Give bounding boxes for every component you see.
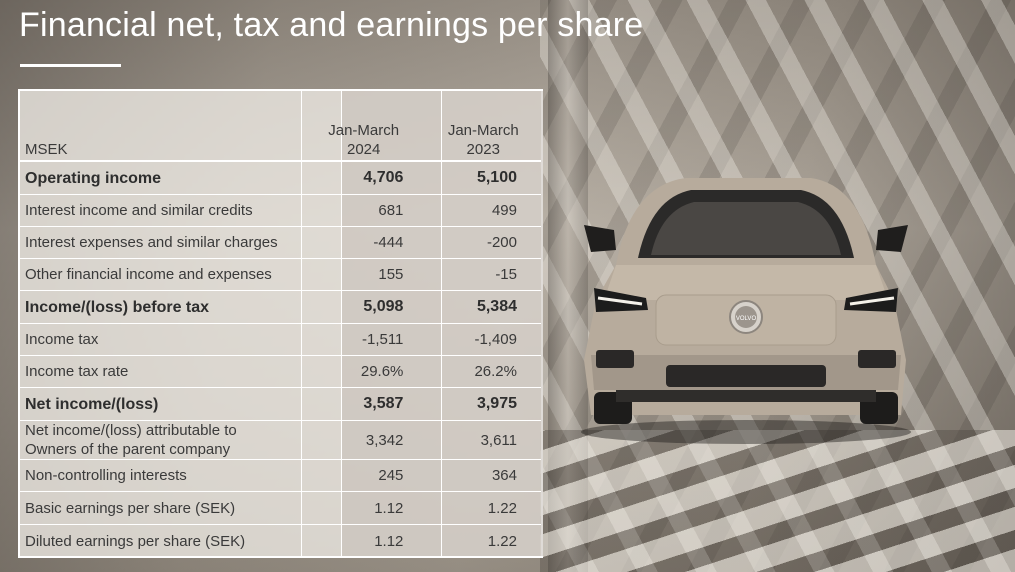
table-row-operating-income: Operating income 4,706 5,100 bbox=[20, 162, 541, 195]
car-badge-text: VOLVO bbox=[736, 316, 757, 322]
value-2023: -15 bbox=[495, 266, 517, 283]
value-2023: -1,409 bbox=[474, 331, 517, 348]
table-row-net-income: Net income/(loss) 3,587 3,975 bbox=[20, 388, 541, 421]
row-label: Operating income bbox=[25, 169, 162, 187]
row-label-line-1: Net income/(loss) attributable to bbox=[25, 422, 237, 439]
table-row: Net income/(loss) attributable to Owners… bbox=[20, 421, 541, 460]
financial-table: MSEK Jan-March 2024 Jan-March 2023 Opera… bbox=[18, 89, 543, 558]
row-label: Income tax rate bbox=[25, 363, 129, 380]
table-row: Basic earnings per share (SEK) 1.12 1.22 bbox=[20, 492, 541, 525]
row-label: Interest expenses and similar charges bbox=[25, 234, 278, 251]
value-2024: 3,342 bbox=[365, 431, 404, 449]
table-row: Non-controlling interests 245 364 bbox=[20, 460, 541, 492]
column-header-2024: Jan-March 2024 bbox=[300, 121, 420, 159]
table-row: Diluted earnings per share (SEK) 1.12 1.… bbox=[20, 525, 541, 558]
table-row: Income tax -1,511 -1,409 bbox=[20, 324, 541, 356]
row-label: Income/(loss) before tax bbox=[25, 298, 210, 316]
value-2023: 26.2% bbox=[474, 363, 517, 380]
value-2024: 155 bbox=[378, 266, 404, 283]
unit-label: MSEK bbox=[25, 141, 68, 158]
value-2024: 3,587 bbox=[363, 395, 404, 412]
row-label: Net income/(loss) attributable to Owners… bbox=[20, 421, 300, 459]
car-image: VOLVO bbox=[576, 170, 916, 445]
table-row: Interest income and similar credits 681 … bbox=[20, 195, 541, 227]
value-2023: 1.22 bbox=[487, 499, 517, 517]
table-header-row: MSEK Jan-March 2024 Jan-March 2023 bbox=[20, 91, 541, 162]
value-2023: 499 bbox=[491, 202, 517, 219]
table-row-income-before-tax: Income/(loss) before tax 5,098 5,384 bbox=[20, 291, 541, 324]
row-label: Other financial income and expenses bbox=[25, 266, 272, 283]
value-2023: 5,384 bbox=[476, 298, 517, 315]
value-2024: 4,706 bbox=[363, 169, 404, 186]
row-label: Diluted earnings per share (SEK) bbox=[25, 533, 246, 550]
value-2024: 5,098 bbox=[363, 298, 404, 315]
value-2024: 681 bbox=[378, 202, 404, 219]
value-2023: 3,611 bbox=[480, 431, 517, 449]
row-label: Non-controlling interests bbox=[25, 467, 187, 484]
row-label: Income tax bbox=[25, 331, 99, 348]
row-label: Interest income and similar credits bbox=[25, 202, 253, 219]
title-underline bbox=[20, 64, 121, 67]
row-label: Net income/(loss) bbox=[25, 395, 159, 413]
value-2024: -444 bbox=[373, 234, 404, 251]
table-row: Income tax rate 29.6% 26.2% bbox=[20, 356, 541, 388]
value-2024: 1.12 bbox=[374, 499, 404, 517]
column-header-2023: Jan-March 2023 bbox=[419, 121, 541, 159]
value-2024: -1,511 bbox=[361, 331, 404, 348]
value-2024: 1.12 bbox=[374, 533, 404, 550]
page-title: Financial net, tax and earnings per shar… bbox=[19, 6, 644, 44]
value-2023: 1.22 bbox=[487, 533, 517, 550]
table-row: Other financial income and expenses 155 … bbox=[20, 259, 541, 291]
value-2023: -200 bbox=[486, 234, 517, 251]
floor-shadows bbox=[540, 430, 1015, 572]
column-header-2024-year: 2024 bbox=[347, 141, 381, 158]
value-2023: 364 bbox=[491, 467, 517, 484]
value-2024: 29.6% bbox=[360, 363, 404, 380]
column-header-2023-period: Jan-March bbox=[447, 122, 519, 139]
value-2023: 5,100 bbox=[476, 169, 517, 186]
column-header-2023-year: 2023 bbox=[466, 141, 500, 158]
value-2024: 245 bbox=[378, 467, 404, 484]
table-row: Interest expenses and similar charges -4… bbox=[20, 227, 541, 259]
column-header-2024-period: Jan-March bbox=[328, 122, 400, 139]
value-2023: 3,975 bbox=[476, 395, 517, 412]
row-label-line-2: Owners of the parent company bbox=[25, 441, 231, 458]
row-label: Basic earnings per share (SEK) bbox=[25, 499, 236, 517]
